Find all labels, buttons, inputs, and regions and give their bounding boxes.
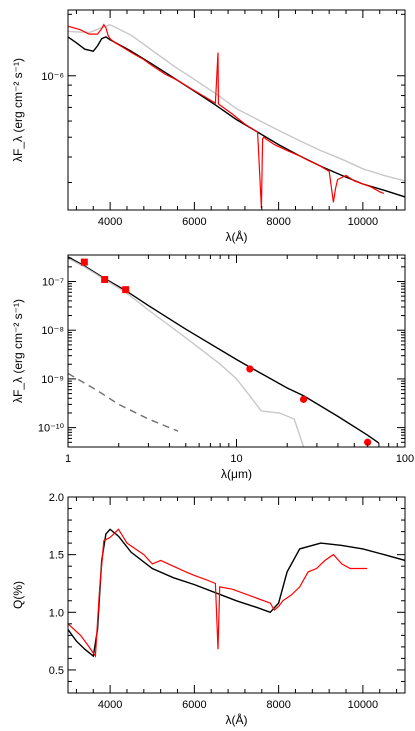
x-tick-label: 10: [230, 453, 242, 465]
series-line-3: [68, 372, 179, 432]
y-axis-label: λF_λ (erg cm⁻² s⁻¹): [11, 299, 25, 403]
y-tick-label: 0.5: [49, 665, 64, 677]
series-line-1: [68, 23, 405, 182]
y-tick-label: 10⁻⁹: [41, 374, 64, 386]
series-line-3: [68, 23, 385, 209]
y-tick-label: 10⁻⁸: [41, 325, 64, 337]
x-tick-label: 4000: [98, 699, 122, 711]
y-tick-label: 10⁻¹⁰: [38, 423, 65, 435]
x-axis-label: λ(μm): [221, 467, 252, 481]
plot-frame: [67, 9, 406, 211]
x-tick-label: 6000: [182, 216, 206, 228]
x-tick-label: 1: [65, 453, 71, 465]
y-tick-label: 1.5: [49, 550, 64, 562]
x-tick-label: 10000: [348, 216, 379, 228]
data-point-3: [122, 286, 130, 294]
panel-middle: 1 10 100 10⁻¹⁰ 10⁻⁹ 10⁻⁸ 10⁻⁷ λ(μm) λF_λ (erg cm…: [11, 254, 414, 481]
x-tick-label: 6000: [182, 699, 206, 711]
y-tick-label: 10⁻⁶: [41, 71, 64, 83]
x-tick-label: 100: [396, 453, 414, 465]
data-point-4: [246, 365, 254, 373]
plot-frame: [67, 496, 406, 694]
x-axis-label: λ(Å): [226, 229, 248, 244]
data-point-2: [101, 275, 109, 283]
y-tick-label: 10⁻⁷: [42, 276, 64, 288]
y-axis-label: Q(%): [11, 581, 25, 609]
x-tick-label: 8000: [266, 699, 290, 711]
x-axis-label: λ(Å): [226, 712, 248, 727]
panel-bottom: 4000 6000 8000 10000 0.5 1.0 1.5 2.0 λ(Å) Q(%): [11, 492, 406, 727]
data-point-1: [80, 258, 88, 266]
data-point-6: [364, 438, 372, 446]
x-tick-label: 10000: [348, 699, 379, 711]
series-line-2: [68, 257, 305, 447]
series-line-1: [68, 528, 405, 658]
series-line-2: [68, 528, 368, 658]
y-tick-label: 1.0: [49, 607, 64, 619]
data-point-5: [299, 395, 308, 403]
panel-top: 4000 6000 8000 10000 10⁻⁶ λ(Å) λF_λ (erg cm⁻² …: [11, 9, 406, 244]
y-axis-label: λF_λ (erg cm⁻² s⁻¹): [11, 58, 25, 162]
x-tick-label: 4000: [98, 216, 122, 228]
y-tick-label: 2.0: [49, 492, 64, 504]
x-tick-label: 8000: [266, 216, 290, 228]
plot-frame: [67, 254, 406, 448]
